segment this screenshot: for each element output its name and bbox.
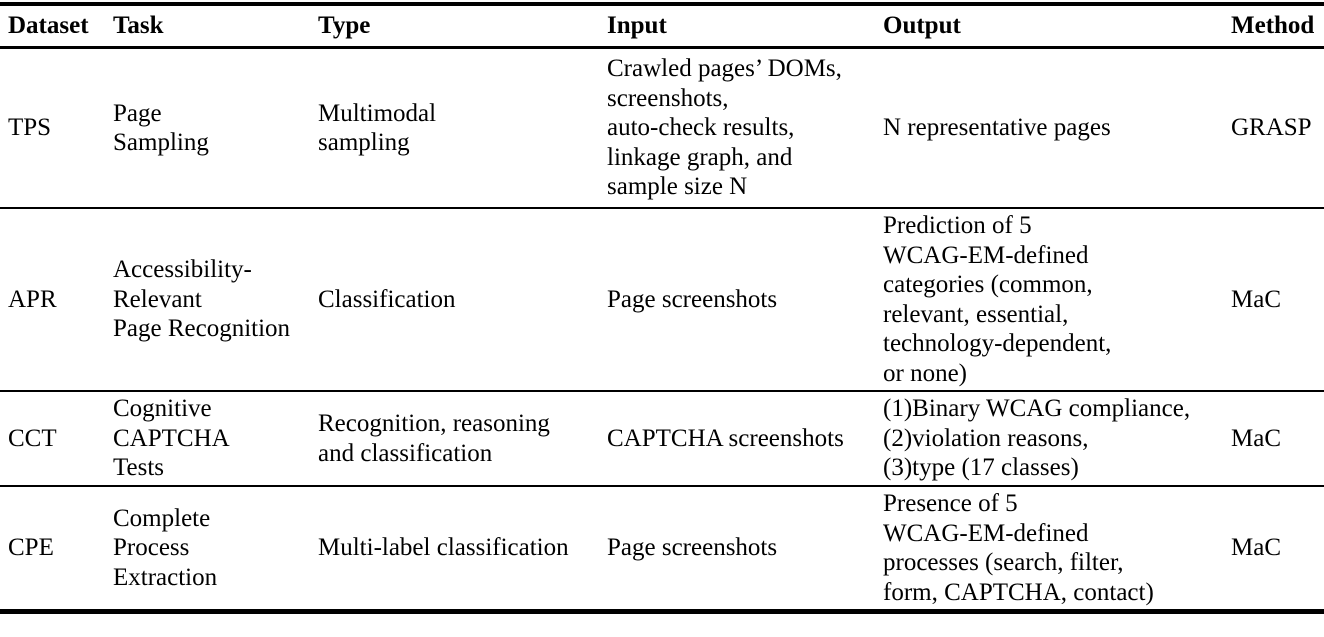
- cell-method: MaC: [1231, 424, 1281, 452]
- cell-task: Complete Process Extraction: [113, 504, 218, 591]
- cell-output: (1)Binary WCAG compliance, (2)violation …: [883, 395, 1191, 482]
- column-header-dataset: Dataset: [8, 12, 89, 40]
- table-row: TPS Page Sampling Multimodal sampling Cr…: [0, 48, 1324, 208]
- column-header-task: Task: [113, 12, 164, 40]
- cell-input: Page screenshots: [607, 285, 778, 313]
- column-header-type: Type: [318, 12, 371, 40]
- cell-dataset: TPS: [8, 114, 52, 142]
- cell-task: Cognitive CAPTCHA Tests: [113, 395, 230, 482]
- cell-type: Recognition, reasoning and classificatio…: [318, 410, 550, 467]
- cell-dataset: APR: [8, 285, 57, 313]
- cell-task: Accessibility- Relevant Page Recognition: [113, 256, 291, 343]
- cell-method: GRASP: [1231, 114, 1312, 142]
- header-row: Dataset Task Type Input Output Method: [0, 4, 1324, 48]
- table-header: Dataset Task Type Input Output Method: [0, 4, 1324, 48]
- column-header-method: Method: [1231, 12, 1315, 40]
- cell-input: Page screenshots: [607, 534, 778, 562]
- column-header-input: Input: [607, 12, 667, 40]
- cell-type: Classification: [318, 285, 456, 313]
- table-row: CCT Cognitive CAPTCHA Tests Recognition,…: [0, 391, 1324, 486]
- cell-output: N representative pages: [883, 114, 1111, 142]
- column-header-output: Output: [883, 12, 961, 40]
- cell-input: CAPTCHA screenshots: [607, 424, 844, 452]
- cell-output: Prediction of 5 WCAG-EM-defined categori…: [883, 212, 1112, 387]
- cell-task: Page Sampling: [113, 99, 209, 157]
- table-row: APR Accessibility- Relevant Page Recogni…: [0, 208, 1324, 391]
- cell-dataset: CPE: [8, 534, 54, 562]
- table-body: TPS Page Sampling Multimodal sampling Cr…: [0, 48, 1324, 612]
- cell-type: Multi-label classification: [318, 534, 569, 562]
- cell-type: Multimodal sampling: [318, 99, 437, 157]
- table-row: CPE Complete Process Extraction Multi-la…: [0, 486, 1324, 612]
- cell-method: MaC: [1231, 285, 1281, 313]
- cell-dataset: CCT: [8, 424, 57, 452]
- cell-method: MaC: [1231, 534, 1281, 562]
- cell-output: Presence of 5 WCAG-EM-defined processes …: [883, 490, 1154, 606]
- cell-input: Crawled pages’ DOMs, screenshots, auto-c…: [607, 55, 842, 201]
- datasets-tasks-table: Dataset Task Type Input Output Method TP…: [0, 2, 1324, 614]
